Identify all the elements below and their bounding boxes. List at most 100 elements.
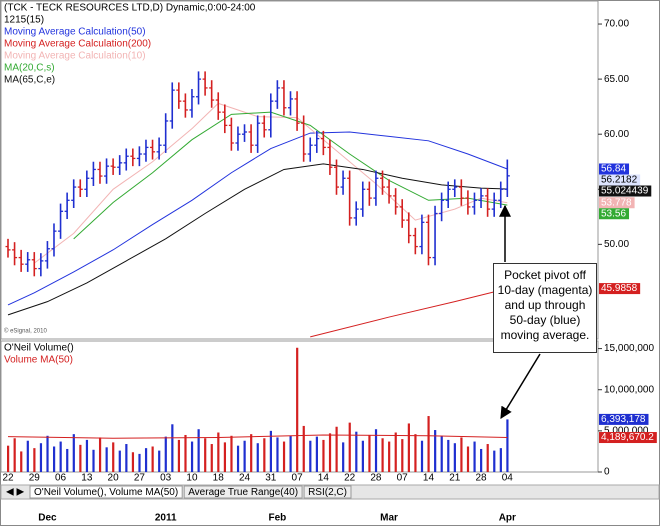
x-tick-label: 14 <box>423 473 435 484</box>
volume-bar <box>414 434 417 472</box>
volume-bar <box>460 437 463 472</box>
value-box <box>599 197 635 209</box>
tab-label[interactable]: O'Neil Volume(), Volume MA(50) <box>34 487 178 498</box>
volume-bar <box>190 441 194 472</box>
value-box-label: 56.2182 <box>601 175 638 186</box>
line <box>73 111 508 240</box>
x-month-label: Apr <box>499 513 516 524</box>
x-tick-label: 06 <box>55 473 67 484</box>
volume-bar <box>243 440 246 472</box>
volume-bar <box>66 448 69 472</box>
volume-bar <box>210 444 213 472</box>
x-month-label: 2011 <box>155 513 177 524</box>
volume-bar <box>263 438 266 472</box>
volume-bar <box>131 452 135 472</box>
volume-bar <box>355 431 358 472</box>
legend-entry: MA(20,C,s) <box>4 63 55 74</box>
value-box <box>599 413 649 425</box>
volume-bar <box>171 424 174 472</box>
volume-bar <box>98 437 102 472</box>
volume-bar <box>7 445 10 472</box>
volume-bar <box>217 432 220 472</box>
value-box <box>599 283 641 295</box>
volume-bar <box>289 435 292 472</box>
volume-bar <box>105 447 108 472</box>
x-tick-label: 20 <box>108 473 120 484</box>
volume-bar <box>164 436 167 472</box>
volume-bar <box>381 438 384 472</box>
volume-bar <box>401 439 404 472</box>
volume-bar <box>447 439 450 472</box>
value-box-label: 53.778 <box>601 197 632 208</box>
volume-bar <box>39 443 43 472</box>
x-month-label: Mar <box>380 513 398 524</box>
volume-bar <box>434 430 437 472</box>
tab[interactable] <box>29 485 183 499</box>
volume-bar <box>302 425 305 472</box>
y-tick-label: 50.00 <box>604 239 629 250</box>
tab-arrows: ◀ ▶ <box>6 487 24 498</box>
value-box-label: 6,393,178 <box>601 414 646 425</box>
volume-bar <box>453 443 456 472</box>
y-tick-label: 70.00 <box>604 19 629 30</box>
volume-bar <box>361 440 364 472</box>
tab[interactable] <box>183 485 303 499</box>
volume-bar <box>184 434 187 472</box>
y-tick-label: 65.00 <box>604 74 629 85</box>
annotation: Pocket pivot off 10-day (magenta) and up… <box>493 263 597 353</box>
volume-bar <box>26 440 29 472</box>
line <box>7 434 508 439</box>
value-box <box>599 185 652 197</box>
x-tick-label: 14 <box>318 473 330 484</box>
volume-bar <box>125 444 128 472</box>
volume-bar <box>158 450 161 472</box>
volume-bar <box>342 442 345 472</box>
value-box <box>599 163 630 175</box>
volume-bar <box>118 450 121 472</box>
volume-bar <box>407 423 410 472</box>
x-tick-label: 24 <box>239 473 251 484</box>
volume-bar <box>33 448 36 472</box>
volume-title: O'Neil Volume() <box>4 343 74 354</box>
volume-bar <box>151 446 154 472</box>
x-tick-label: 28 <box>475 473 487 484</box>
value-box <box>599 432 657 444</box>
volume-bar <box>480 448 483 472</box>
volume-bar <box>296 347 299 472</box>
y-tick-label: 5,000,000 <box>604 426 649 437</box>
value-box <box>599 208 630 220</box>
volume-bar <box>328 433 332 472</box>
credit: © eSignal, 2010 <box>4 328 47 335</box>
tab[interactable] <box>303 485 352 499</box>
volume-bar <box>250 434 253 472</box>
volume-bar <box>46 435 49 472</box>
x-month-label: Dec <box>38 513 57 524</box>
volume-bar <box>335 426 338 472</box>
volume-bar <box>20 451 23 472</box>
volume-bar <box>368 434 371 472</box>
volume-bar <box>269 430 272 472</box>
volume-bar <box>315 436 318 472</box>
tab-label[interactable]: RSI(2,C) <box>308 487 347 498</box>
x-tick-label: 22 <box>2 473 14 484</box>
tab-label[interactable]: Average True Range(40) <box>188 487 298 498</box>
volume-bar <box>348 422 351 472</box>
x-tick-label: 27 <box>134 473 146 484</box>
x-tick-label: 21 <box>449 473 461 484</box>
volume-bar <box>493 450 496 472</box>
x-tick-label: 07 <box>292 473 304 484</box>
volume-bar <box>486 444 489 472</box>
volume-bar <box>197 429 200 472</box>
volume-bar <box>52 446 56 472</box>
line <box>7 131 508 306</box>
volume-bar <box>177 439 181 472</box>
legend-entry: Moving Average Calculation(200) <box>4 39 151 50</box>
volume-bar <box>309 440 312 472</box>
volume-bar <box>59 441 62 472</box>
volume-bar <box>374 429 378 472</box>
volume-bar <box>112 442 115 472</box>
volume-bar <box>144 448 148 472</box>
volume-bar <box>85 439 89 472</box>
